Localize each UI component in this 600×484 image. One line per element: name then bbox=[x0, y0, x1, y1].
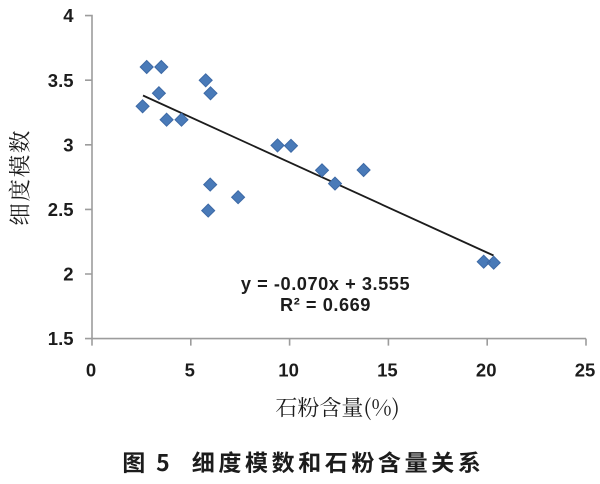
svg-text:R² = 0.669: R² = 0.669 bbox=[280, 295, 371, 315]
svg-text:10: 10 bbox=[278, 359, 299, 380]
svg-text:1.5: 1.5 bbox=[48, 328, 74, 349]
svg-text:2: 2 bbox=[63, 264, 73, 285]
svg-text:15: 15 bbox=[377, 359, 398, 380]
svg-text:4: 4 bbox=[63, 5, 74, 26]
svg-text:5: 5 bbox=[185, 359, 195, 380]
svg-text:y = -0.070x + 3.555: y = -0.070x + 3.555 bbox=[241, 274, 410, 294]
svg-text:2.5: 2.5 bbox=[48, 199, 74, 220]
svg-text:20: 20 bbox=[476, 359, 497, 380]
svg-text:25: 25 bbox=[575, 359, 596, 380]
svg-text:3.5: 3.5 bbox=[48, 70, 74, 91]
svg-text:0: 0 bbox=[86, 359, 96, 380]
svg-text:3: 3 bbox=[63, 134, 73, 155]
